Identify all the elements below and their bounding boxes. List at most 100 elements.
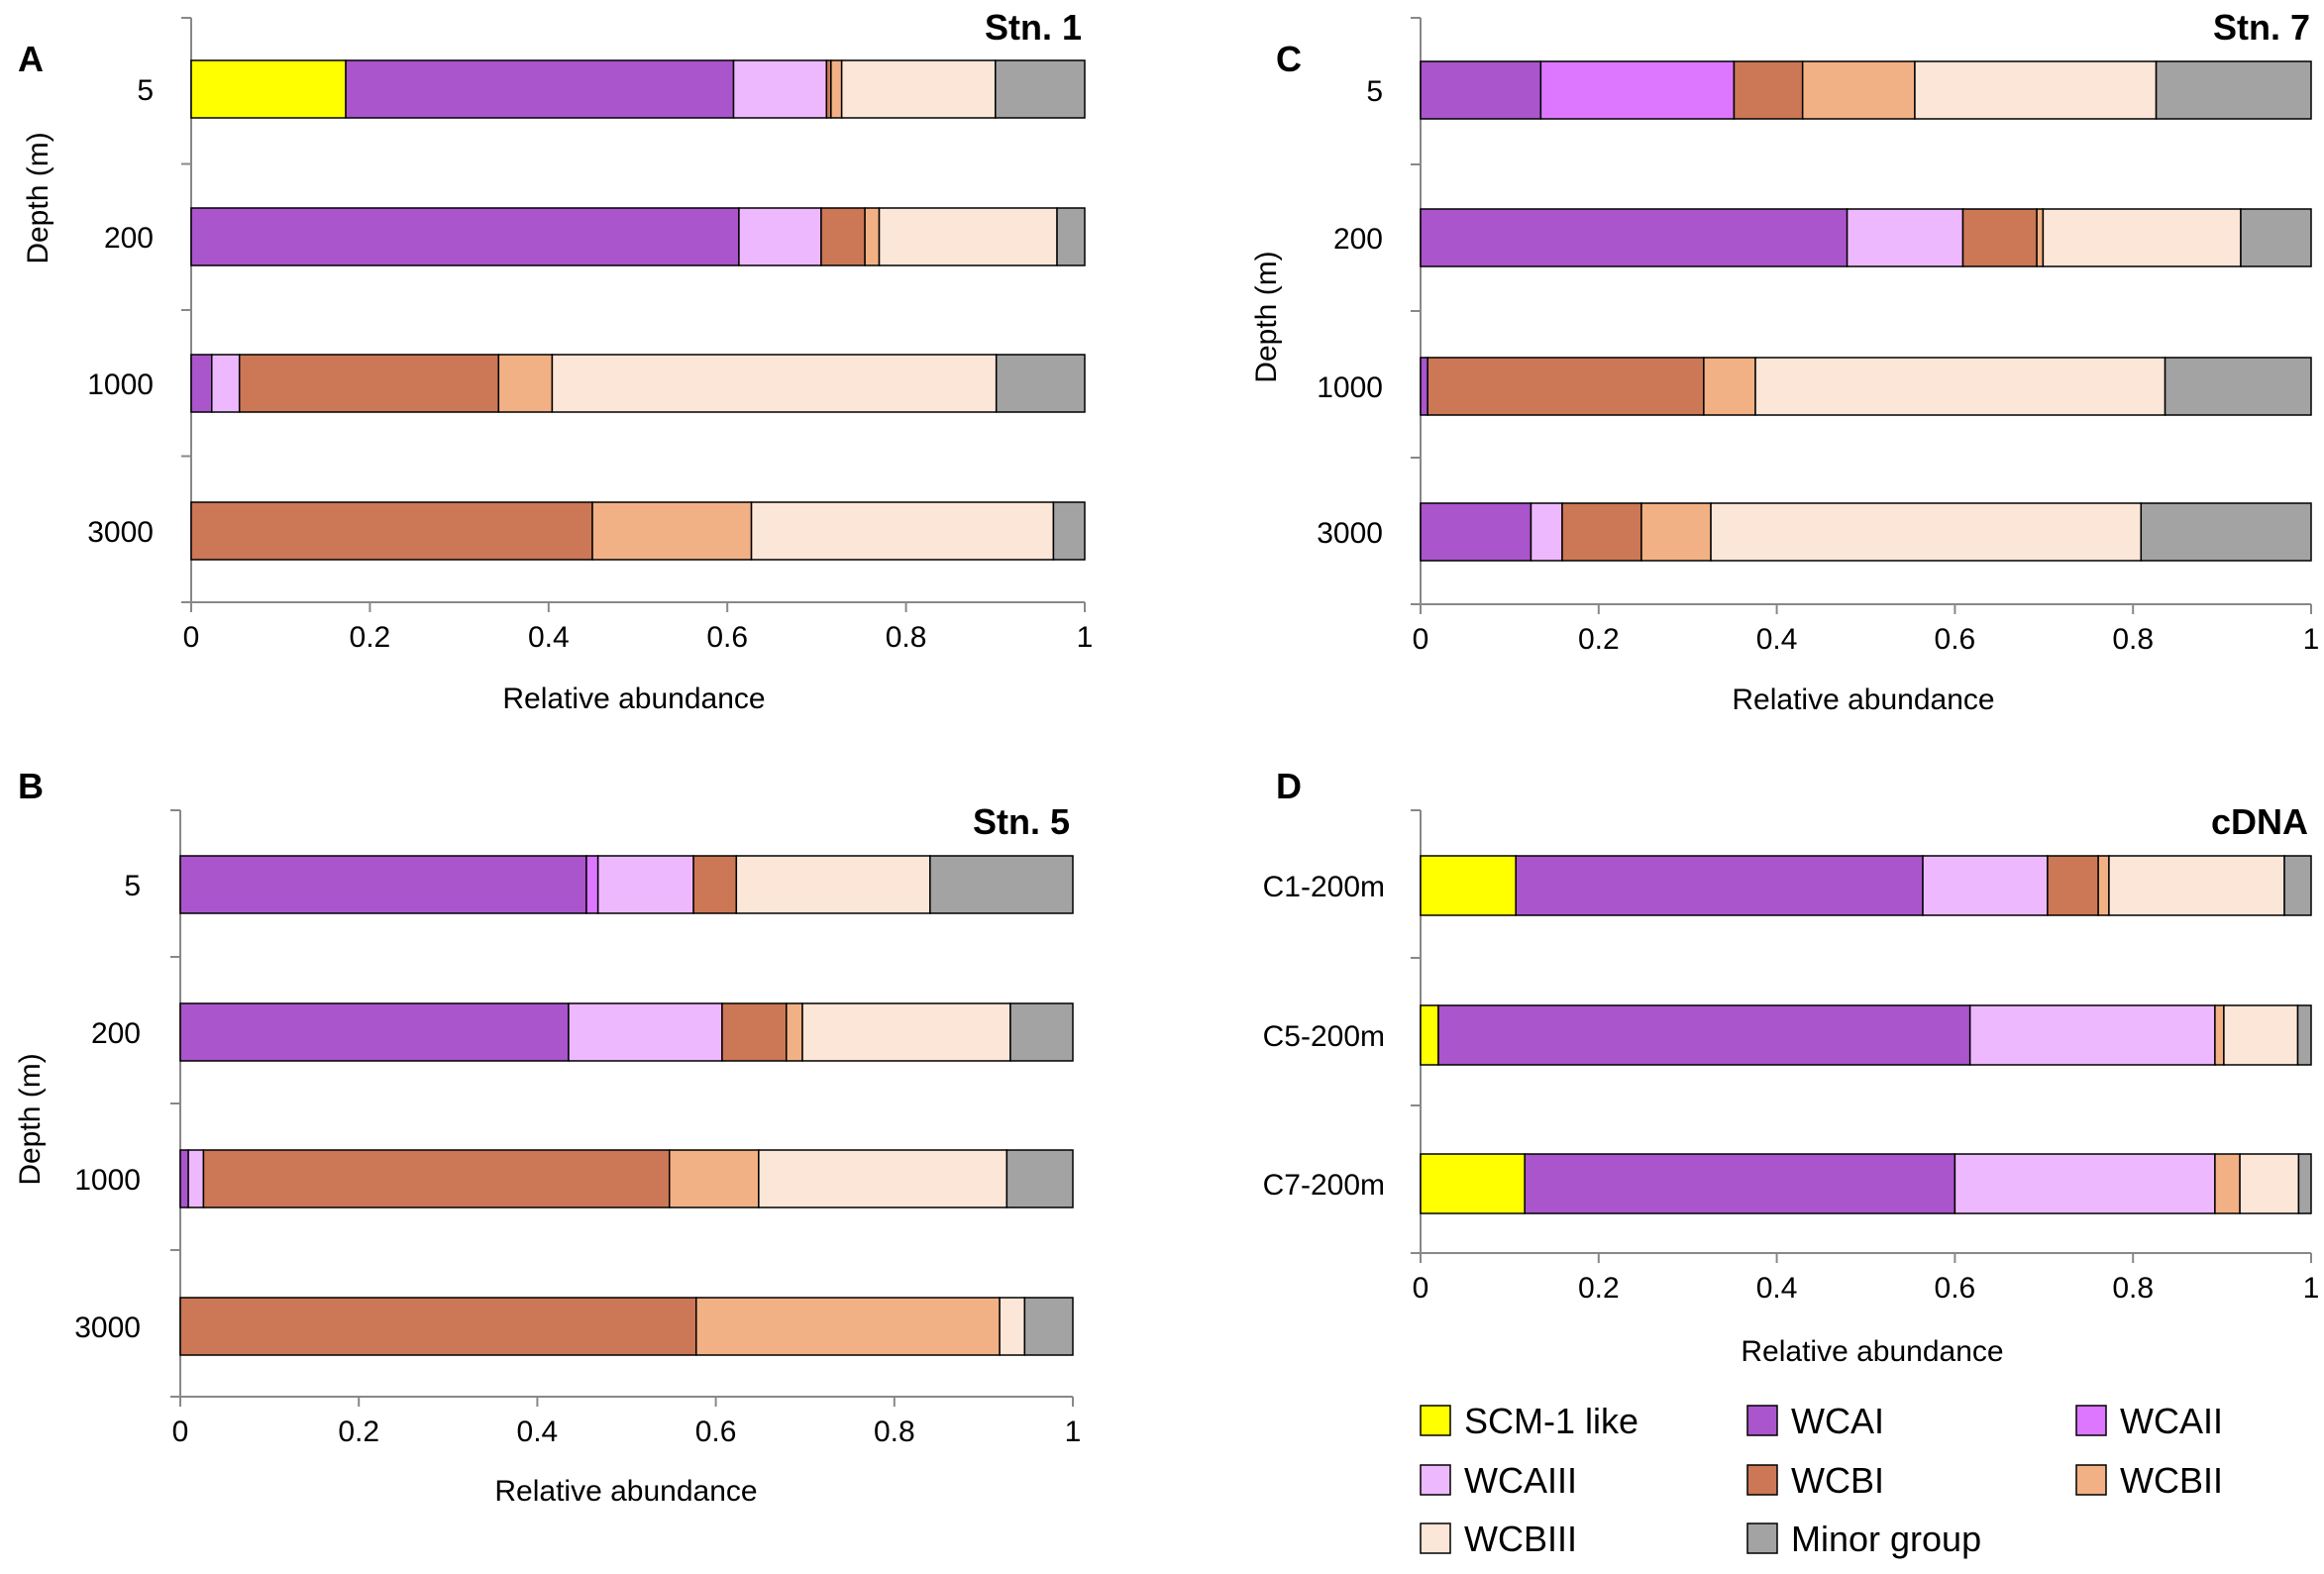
- panel-a-plot-area: 0 0.2 0.4 0.6 0.8 1 5 200 1000 3000: [87, 17, 1094, 654]
- panel-c-segment-wcbi: [1561, 502, 1642, 562]
- panel-b-segment-wcbi: [202, 1149, 671, 1208]
- panel-a-segment-wcbii: [591, 501, 753, 561]
- panel-b-x-tick-label: 1: [1065, 1416, 1082, 1448]
- panel-c-segment-wcbii: [1801, 60, 1916, 120]
- panel-a-bar-5: [190, 59, 1086, 119]
- panel-d-segment-wcbii: [2214, 1153, 2241, 1214]
- panel-d-x-axis-title: Relative abundance: [1741, 1335, 2003, 1368]
- panel-a-y-tick-label: 1000: [87, 368, 154, 401]
- panel-a-x-tick-label: 0.6: [706, 621, 748, 654]
- panel-c-y-tick-label: 3000: [1317, 517, 1383, 550]
- panel-c-segment-wcbiii: [1754, 357, 2166, 416]
- panel-b-letter: B: [18, 766, 44, 806]
- legend-item-minor-group: Minor group: [1746, 1519, 1981, 1559]
- panel-c-segment-wcbiii: [1710, 502, 2143, 562]
- panel-c-segment-wcaiii: [1530, 502, 1563, 562]
- panel-a-x-axis-title: Relative abundance: [502, 682, 765, 715]
- panel-b-y-axis-title: Depth (m): [14, 1053, 47, 1185]
- panel-c-segment-minor-group: [2240, 208, 2312, 267]
- panel-a-segment-wcbii: [830, 59, 843, 119]
- panel-d-segment-scm-1-like: [1420, 855, 1517, 916]
- panel-b-bar-200: [179, 1002, 1074, 1062]
- panel-c-segment-wcbii: [1703, 357, 1756, 416]
- panel-d-x-tick-label: 1: [2303, 1272, 2320, 1305]
- legend-swatch: [1420, 1522, 1451, 1554]
- panel-c-segment-wcbi: [1961, 208, 2038, 267]
- panel-a-segment-wcaiii: [732, 59, 828, 119]
- panel-d-letter: D: [1276, 766, 1302, 806]
- panel-b-segment-wcai: [179, 1149, 189, 1208]
- panel-c-segment-minor-group: [2164, 357, 2312, 416]
- legend-swatch: [1746, 1464, 1778, 1496]
- panel-a-y-tick-label: 3000: [87, 516, 154, 549]
- legend-item-wcaiii: WCAIII: [1420, 1460, 1577, 1501]
- panel-a-segment-wcaiii: [210, 354, 241, 413]
- panel-b-segment-wcbi: [179, 1297, 697, 1356]
- panel-c-segment-wcbiii: [1914, 60, 2158, 120]
- legend-label: WCAII: [2120, 1401, 2223, 1441]
- legend-label: WCBI: [1791, 1460, 1884, 1501]
- panel-d-segment-wcbiii: [2239, 1153, 2300, 1214]
- panel-d-segment-wcbiii: [2108, 855, 2285, 916]
- panel-c-segment-wcbii: [2036, 208, 2045, 267]
- panel-c-segment-wcbii: [1640, 502, 1712, 562]
- legend-item-scm-1-like: SCM-1 like: [1420, 1401, 1638, 1441]
- panel-b-segment-wcbii: [695, 1297, 1001, 1356]
- panel-d-y-tick-label: C5-200m: [1263, 1020, 1385, 1053]
- panel-d-segment-scm-1-like: [1420, 1153, 1526, 1214]
- panel-b-segment-wcbiii: [735, 855, 931, 914]
- panel-a-x-tick-label: 0.8: [886, 621, 927, 654]
- panel-a-x-tick-label: 0: [183, 621, 200, 654]
- panel-d-bar-c7-200m: [1420, 1153, 2312, 1214]
- panel-a-segment-minor-group: [1052, 501, 1086, 561]
- panel-b-segment-minor-group: [1009, 1002, 1074, 1062]
- panel-b-bar-3000: [179, 1297, 1074, 1356]
- panel-b-segment-minor-group: [929, 855, 1074, 914]
- panel-b-title: Stn. 5: [973, 801, 1070, 842]
- panel-a-segment-minor-group: [995, 354, 1086, 413]
- panel-d-y-tick-label: C1-200m: [1263, 871, 1385, 903]
- legend-swatch: [2075, 1405, 2107, 1436]
- panel-c-x-tick-label: 0.4: [1756, 623, 1798, 656]
- panel-b-segment-wcbi: [721, 1002, 788, 1062]
- panel-d-segment-wcbiii: [2223, 1004, 2299, 1066]
- legend-item-wcbiii: WCBIII: [1420, 1519, 1577, 1559]
- panel-d-segment-wcaiii: [1968, 1004, 2216, 1066]
- panel-c-segment-wcai: [1420, 502, 1532, 562]
- legend-swatch: [1420, 1464, 1451, 1496]
- legend-label: WCBIII: [1464, 1519, 1577, 1559]
- panel-b-segment-wcai: [179, 855, 587, 914]
- panel-b-segment-wcaiii: [596, 855, 694, 914]
- panel-a-bar-200: [190, 207, 1086, 266]
- panel-c-segment-wcbi: [1426, 357, 1705, 416]
- legend-swatch: [1746, 1522, 1778, 1554]
- panel-c-segment-wcai: [1420, 60, 1542, 120]
- panel-d: D cDNA Relative abundance 0 0.2 0.4 0.6 0.8 1…: [1263, 766, 2320, 1368]
- panel-c-segment-wcbiii: [2042, 208, 2242, 267]
- legend-swatch: [2075, 1464, 2107, 1496]
- panel-c-segment-wcai: [1420, 208, 1849, 267]
- panel-d-x-tick-label: 0.2: [1578, 1272, 1620, 1305]
- panel-b-x-tick-label: 0.8: [874, 1416, 915, 1448]
- panel-d-title: cDNA: [2211, 801, 2308, 842]
- panel-b-segment-wcbiii: [999, 1297, 1026, 1356]
- panel-c-segment-wcbi: [1733, 60, 1804, 120]
- panel-a-letter: A: [18, 39, 44, 79]
- panel-c-segment-minor-group: [2140, 502, 2312, 562]
- panel-c-segment-wcaii: [1539, 60, 1736, 120]
- panel-d-plot-area: 0 0.2 0.4 0.6 0.8 1 C1-200m C5-200m C7-200m: [1263, 809, 2320, 1305]
- panel-a-x-tick-label: 1: [1077, 621, 1094, 654]
- panel-d-segment-minor-group: [2297, 1153, 2312, 1214]
- panel-a-bar-3000: [190, 501, 1086, 561]
- panel-c-y-tick-label: 5: [1366, 75, 1383, 108]
- panel-d-segment-wcbii: [2214, 1004, 2225, 1066]
- panel-a-segment-wcai: [190, 354, 213, 413]
- panel-a-segment-wcaiii: [738, 207, 822, 266]
- panel-d-x-tick-label: 0.4: [1756, 1272, 1798, 1305]
- panel-a-segment-wcbii: [864, 207, 881, 266]
- panel-c-y-tick-label: 1000: [1317, 371, 1383, 404]
- panel-a-segment-wcbiii: [840, 59, 997, 119]
- panel-a-segment-wcai: [345, 59, 735, 119]
